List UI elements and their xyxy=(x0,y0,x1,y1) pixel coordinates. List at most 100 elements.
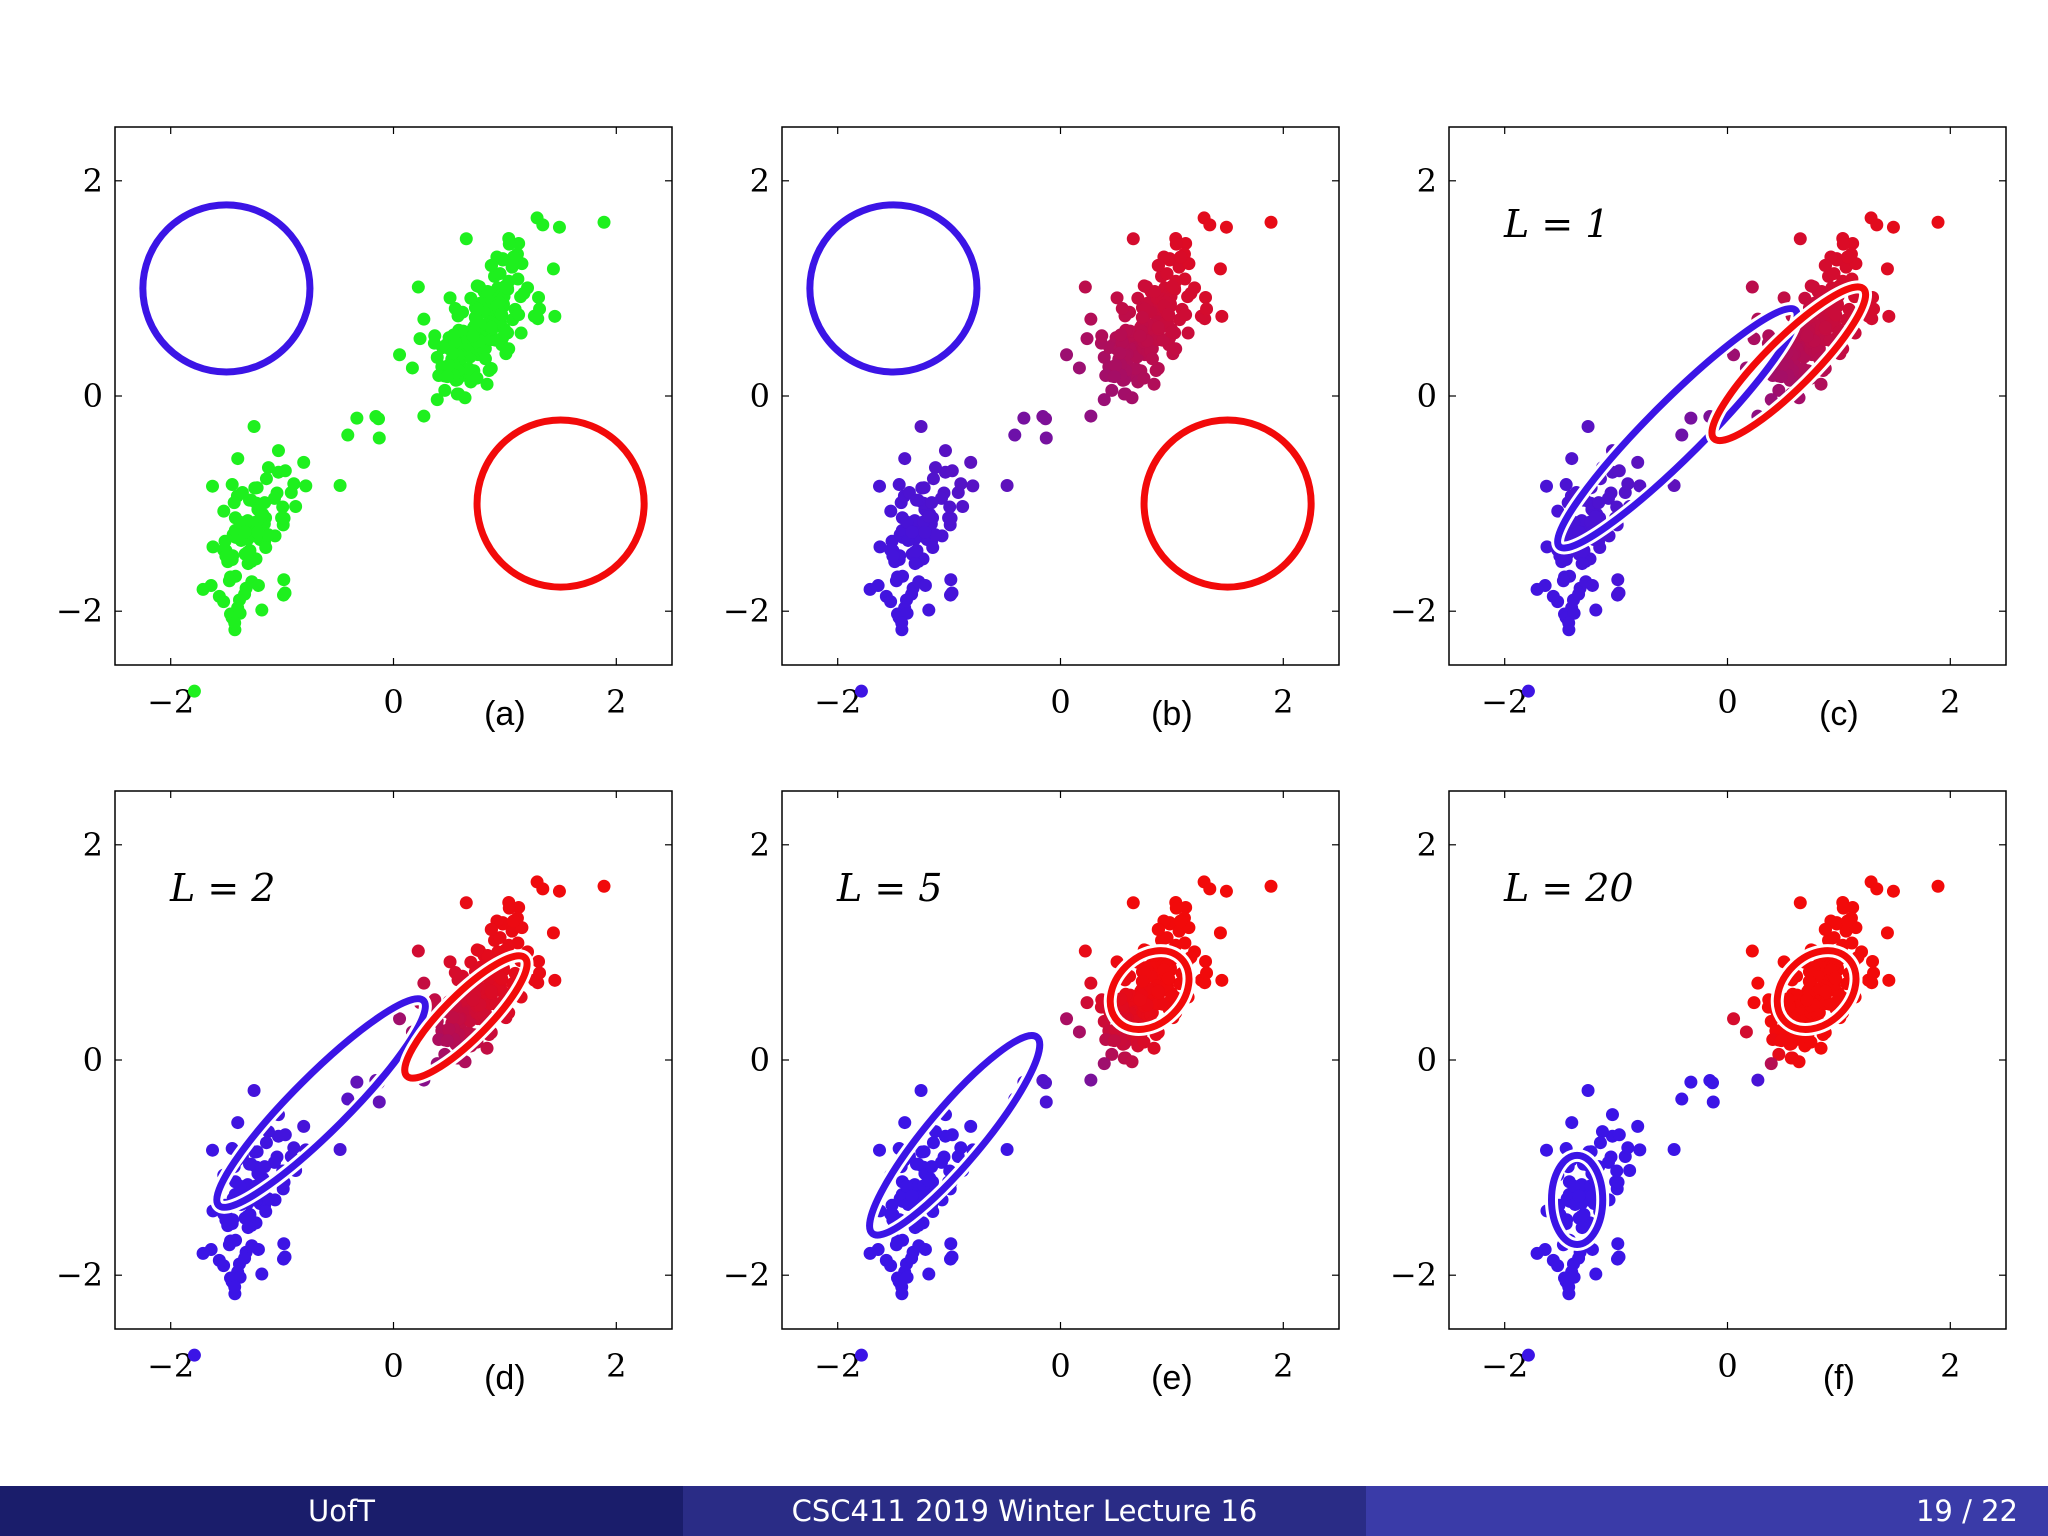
data-point xyxy=(502,342,516,356)
data-point xyxy=(1174,914,1188,928)
data-point xyxy=(1540,540,1554,554)
data-point xyxy=(917,1145,931,1159)
data-point xyxy=(1179,236,1193,250)
data-point xyxy=(259,1136,273,1150)
data-point xyxy=(1198,976,1212,990)
data-point xyxy=(1540,1143,1554,1157)
y-tick-label: 2 xyxy=(750,162,770,200)
data-point xyxy=(945,586,959,600)
data-point xyxy=(1184,286,1198,300)
data-point xyxy=(863,582,877,596)
data-point xyxy=(900,1179,914,1193)
component-ellipse-blue xyxy=(866,1032,1044,1239)
data-point xyxy=(1107,370,1121,384)
data-point xyxy=(417,409,431,423)
x-tick-label: 2 xyxy=(606,1347,626,1385)
data-point xyxy=(299,479,313,493)
data-point xyxy=(1774,1034,1788,1048)
data-point xyxy=(297,455,311,469)
points xyxy=(187,211,611,698)
plot-frame xyxy=(114,126,673,666)
data-point xyxy=(1133,993,1147,1007)
data-point xyxy=(1839,260,1853,274)
data-point xyxy=(1521,684,1535,698)
data-point xyxy=(217,595,231,609)
panel-b: −2 −2 0 0 2 2 (b) xyxy=(723,126,1340,733)
data-point xyxy=(548,309,562,323)
data-point xyxy=(1612,586,1626,600)
x-tick-label: 2 xyxy=(1273,683,1293,721)
y-tick-label: 0 xyxy=(83,377,103,415)
data-point xyxy=(954,1141,968,1155)
data-point xyxy=(1264,215,1278,229)
data-point xyxy=(1203,882,1217,896)
data-point xyxy=(909,1157,923,1171)
data-point xyxy=(1572,1251,1586,1265)
data-point xyxy=(505,924,519,938)
data-point xyxy=(447,328,461,342)
y-tick-label: −2 xyxy=(723,592,770,630)
data-point xyxy=(1595,1125,1609,1139)
data-point xyxy=(250,481,264,495)
x-tick-label: −2 xyxy=(147,683,194,721)
data-point xyxy=(1060,348,1074,362)
data-point xyxy=(1565,1116,1579,1130)
data-point xyxy=(873,479,887,493)
data-point xyxy=(489,333,503,347)
data-point xyxy=(250,1145,264,1159)
footer-page-number: 19 / 22 xyxy=(1915,1494,2018,1528)
data-point xyxy=(1611,573,1625,587)
panel-label: (c) xyxy=(1819,695,1859,733)
data-point xyxy=(884,504,898,518)
data-point xyxy=(854,1348,868,1362)
data-point xyxy=(1200,302,1214,316)
data-point xyxy=(1147,377,1161,391)
data-point xyxy=(1567,1179,1581,1193)
data-point xyxy=(908,545,922,559)
data-point xyxy=(1556,574,1570,588)
data-point xyxy=(206,1143,220,1157)
data-point xyxy=(1000,478,1014,492)
data-point xyxy=(886,549,900,563)
data-point xyxy=(1114,992,1128,1006)
data-point xyxy=(1215,973,1229,987)
data-point xyxy=(251,1242,265,1256)
data-point xyxy=(944,573,958,587)
data-point xyxy=(478,352,492,366)
data-point xyxy=(900,606,914,620)
data-point xyxy=(898,1116,912,1130)
footer-right: 19 / 22 xyxy=(1366,1486,2048,1536)
data-point xyxy=(1575,557,1589,571)
x-tick-label: 0 xyxy=(1050,1347,1070,1385)
data-point xyxy=(889,1238,903,1252)
data-point xyxy=(1039,1076,1053,1090)
data-point xyxy=(259,472,273,486)
data-point xyxy=(1611,1237,1625,1251)
data-point xyxy=(863,1246,877,1260)
data-point xyxy=(350,411,364,425)
panel-e: −2 −2 0 0 2 2 (e) L = 5 xyxy=(723,790,1340,1397)
data-point xyxy=(507,250,521,264)
data-point xyxy=(531,976,545,990)
data-point xyxy=(1161,971,1175,985)
data-point xyxy=(502,237,516,251)
y-tick-label: −2 xyxy=(1390,1256,1437,1294)
data-point xyxy=(1777,291,1791,305)
data-point xyxy=(898,452,912,466)
data-point xyxy=(278,1250,292,1264)
data-point xyxy=(1151,320,1165,334)
data-point xyxy=(333,1142,347,1156)
data-point xyxy=(1080,996,1094,1010)
data-point xyxy=(1181,326,1195,340)
data-point xyxy=(1828,971,1842,985)
data-point xyxy=(1675,428,1689,442)
x-tick-label: −2 xyxy=(814,683,861,721)
data-point xyxy=(498,325,512,339)
data-point xyxy=(884,595,898,609)
data-point xyxy=(552,220,566,234)
data-point xyxy=(242,493,256,507)
data-point xyxy=(1592,496,1606,510)
data-point xyxy=(1213,926,1227,940)
data-point xyxy=(231,452,245,466)
data-point xyxy=(512,236,526,250)
